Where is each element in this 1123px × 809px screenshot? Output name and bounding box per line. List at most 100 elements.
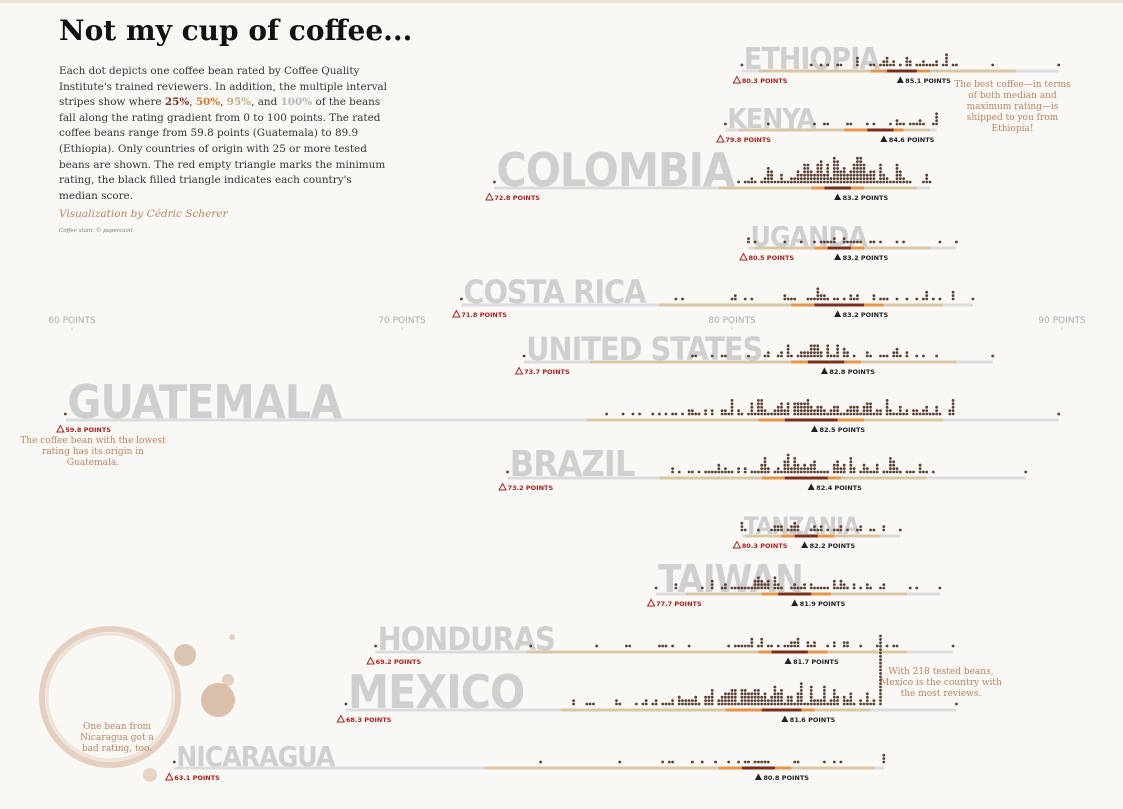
bean-dot	[710, 354, 714, 358]
bean-dot	[753, 579, 757, 583]
bean-dot	[803, 583, 806, 586]
bean-dot	[753, 586, 757, 590]
bean-dot	[839, 63, 843, 67]
bean-dot	[753, 412, 757, 416]
median-triangle-marker	[801, 541, 809, 548]
bean-dot	[747, 240, 750, 244]
bean-dot	[654, 702, 658, 706]
bean-dot	[852, 412, 856, 416]
bean-dot	[865, 351, 869, 354]
bean-dot	[773, 702, 777, 706]
bean-dot	[879, 651, 882, 655]
bean-dot	[846, 180, 849, 184]
bean-dot	[922, 122, 925, 126]
bean-dot	[615, 702, 618, 706]
interval-25-stripe	[887, 69, 917, 73]
bean-dot	[869, 405, 872, 409]
bean-dot	[892, 63, 896, 67]
bean-dot	[763, 180, 767, 184]
bean-dot	[799, 692, 803, 696]
bean-dot	[783, 297, 787, 301]
bean-dot	[829, 240, 833, 244]
bean-dot	[720, 409, 724, 412]
median-label: 82.5 POINTS	[820, 426, 866, 434]
bean-dot	[905, 470, 909, 474]
bean-dot	[842, 699, 846, 702]
bean-dot	[823, 409, 826, 412]
bean-dot	[905, 297, 909, 301]
bean-dot	[799, 409, 803, 412]
bean-dot	[806, 163, 810, 167]
interval-25-stripe	[741, 766, 775, 770]
bean-dot	[836, 412, 839, 416]
bean-dot	[869, 409, 872, 412]
bean-dot	[644, 702, 648, 706]
minimum-triangle-marker	[739, 252, 748, 261]
bean-dot	[780, 586, 783, 590]
bean-dot	[743, 297, 747, 301]
minimum-label: 63.1 POINTS	[174, 774, 220, 782]
bean-dot	[803, 412, 806, 416]
bean-dot	[879, 641, 882, 645]
bean-dot	[889, 412, 892, 416]
bean-dot	[832, 167, 836, 170]
bean-dot	[780, 402, 783, 406]
bean-dot	[605, 412, 608, 416]
bean-dot	[809, 692, 813, 696]
bean-dot	[836, 460, 839, 464]
bean-dot	[770, 412, 773, 416]
bean-dot	[776, 695, 780, 699]
bean-dot	[796, 467, 800, 470]
bean-dot	[780, 177, 783, 181]
bean-dot	[823, 702, 826, 706]
bean-dot	[836, 163, 839, 167]
bean-dot	[809, 344, 813, 348]
bean-dot	[879, 699, 882, 702]
bean-dot	[859, 644, 863, 648]
bean-dot	[671, 470, 674, 474]
bean-dot	[733, 702, 737, 706]
bean-dot	[908, 122, 912, 126]
bean-dot	[776, 699, 780, 702]
bean-dot	[667, 702, 671, 706]
bean-dot	[918, 463, 922, 467]
bean-dot	[839, 180, 843, 184]
bean-dot	[760, 583, 764, 586]
bean-dot	[879, 638, 882, 641]
bean-dot	[816, 173, 820, 177]
bean-dot	[902, 122, 905, 126]
bean-dot	[865, 409, 869, 412]
bean-dot	[856, 409, 859, 412]
bean-dot	[852, 163, 856, 167]
minimum-triangle-marker	[164, 772, 174, 781]
bean-dot	[846, 177, 849, 181]
bean-dot	[813, 644, 816, 648]
bean-dot	[816, 699, 820, 702]
bean-dot	[816, 528, 820, 532]
bean-dot	[743, 760, 747, 764]
minimum-triangle-marker	[485, 192, 494, 201]
bean-dot	[836, 354, 839, 358]
bean-dot	[832, 760, 836, 764]
bean-dot	[839, 173, 843, 177]
bean-dot	[842, 177, 846, 181]
bean-dot	[766, 173, 770, 177]
bean-dot	[803, 409, 806, 412]
bean-dot	[898, 180, 902, 184]
bean-dot	[836, 409, 839, 412]
bean-dot	[879, 665, 882, 668]
bean-dot	[697, 470, 701, 474]
bean-dot	[766, 167, 770, 170]
bean-dot	[938, 240, 942, 244]
bean-dot	[951, 297, 955, 301]
bean-dot	[902, 177, 905, 181]
bean-dot	[826, 170, 830, 174]
bean-dot	[849, 457, 853, 460]
subtitle-text: , and	[251, 96, 281, 109]
bean-dot	[766, 579, 770, 583]
bean-dot	[856, 163, 859, 167]
bean-dot	[793, 525, 797, 528]
bean-dot	[879, 177, 882, 181]
